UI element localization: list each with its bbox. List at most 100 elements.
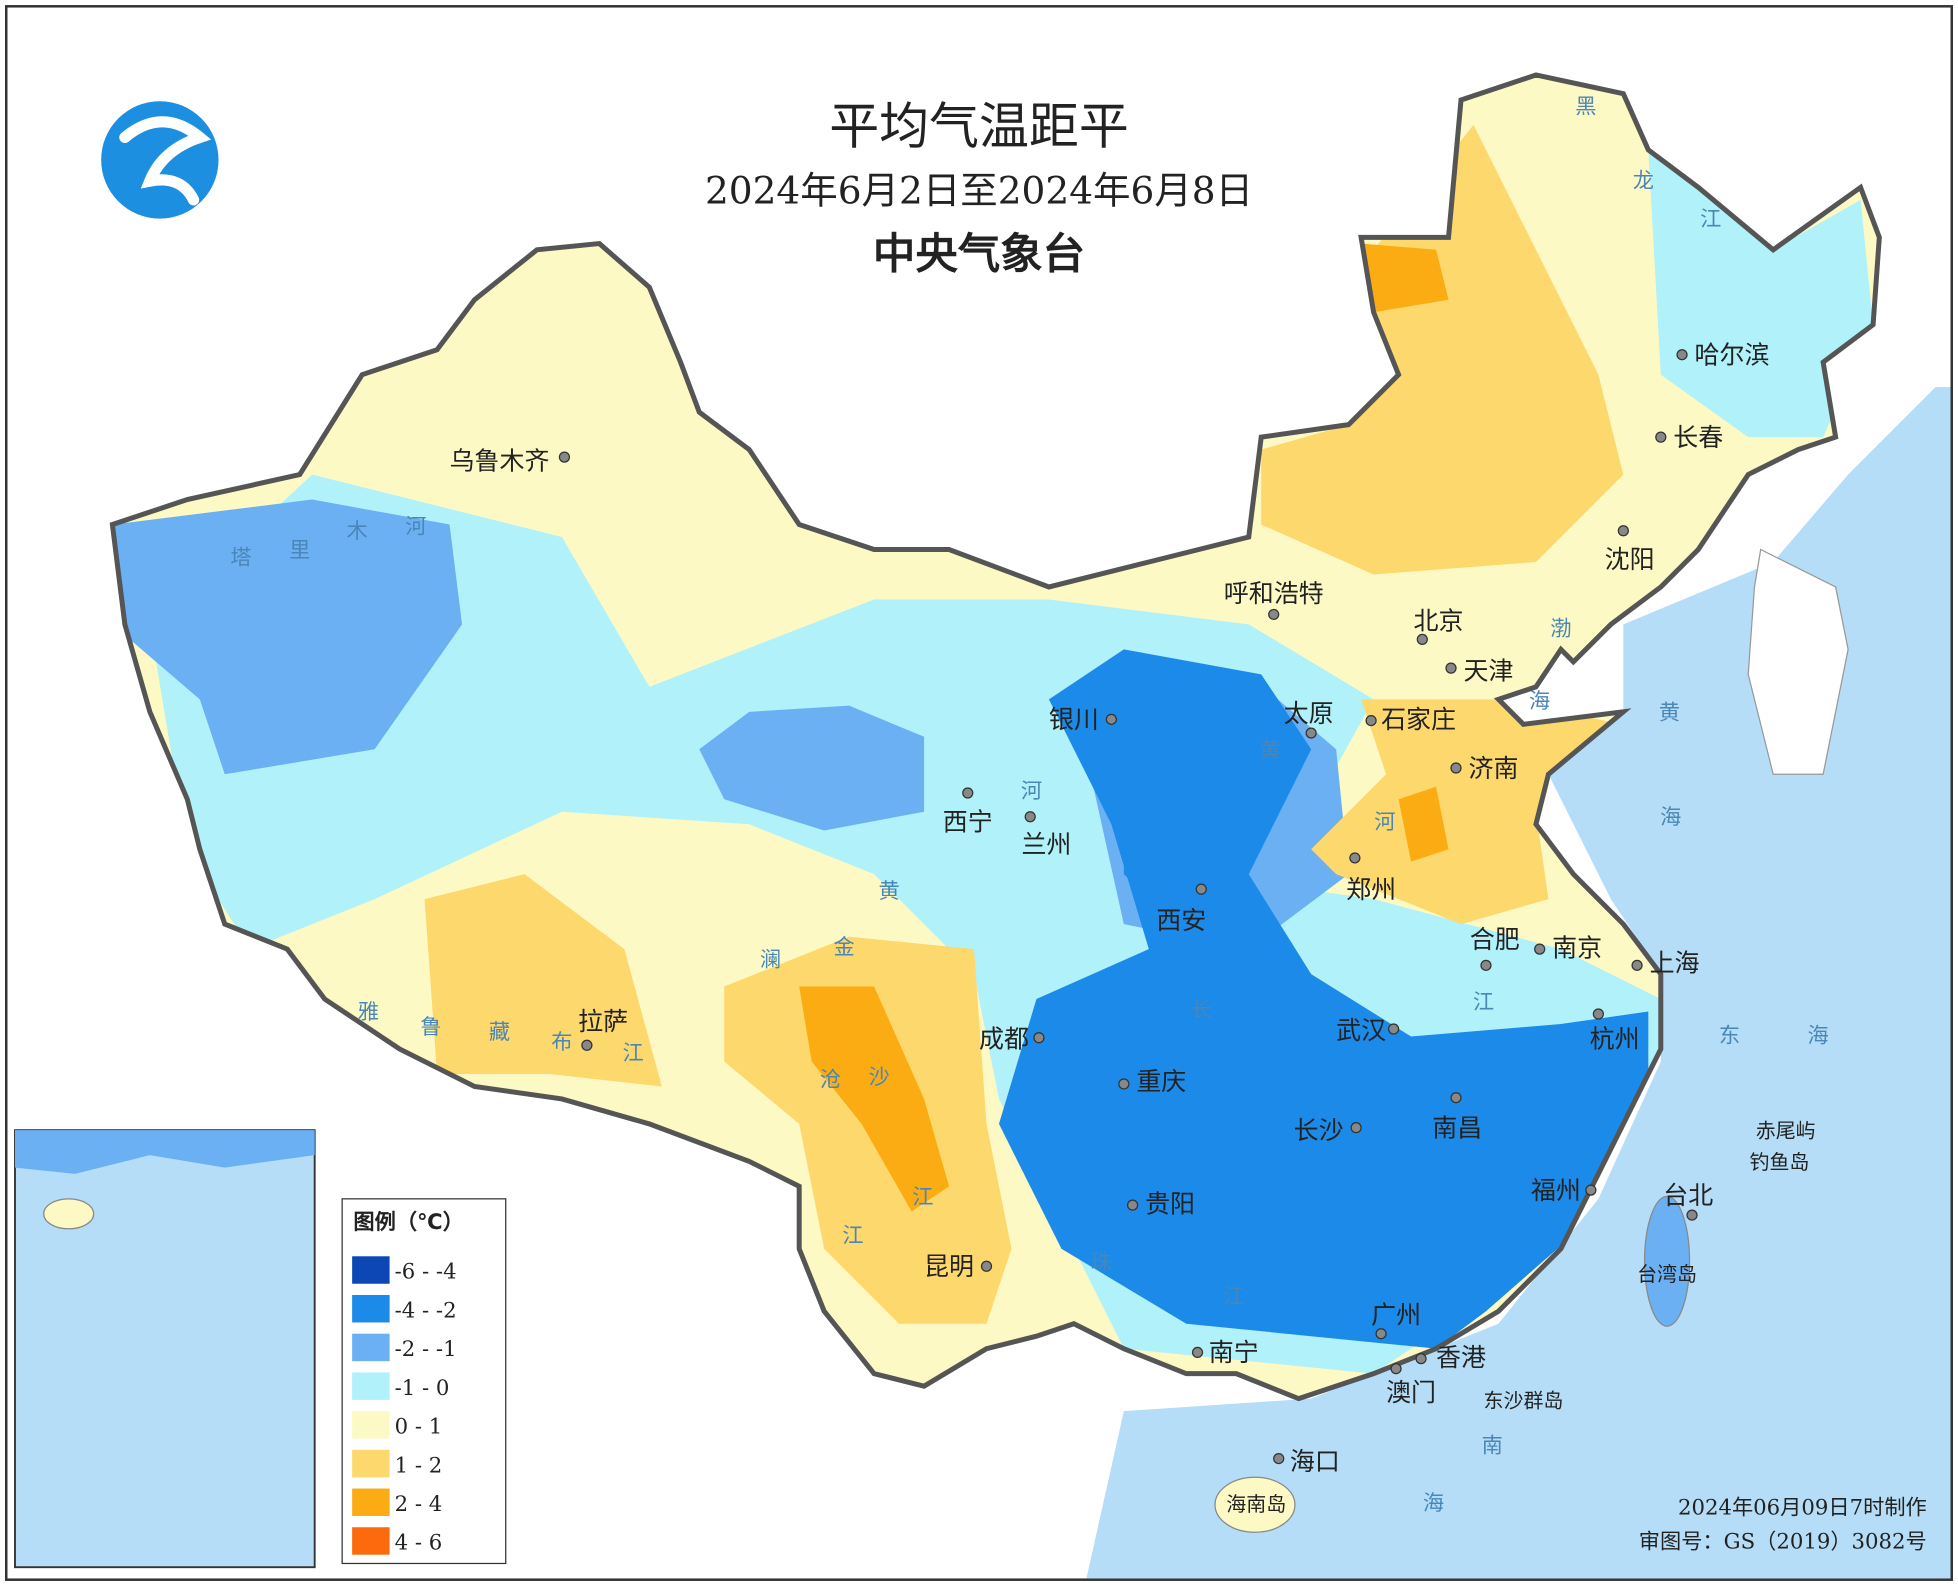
legend-swatch	[352, 1294, 390, 1323]
city-label: 北京	[1414, 606, 1464, 635]
water-label: 黄	[1659, 700, 1680, 725]
city-label: 成都	[979, 1025, 1029, 1054]
city-dot	[962, 787, 974, 799]
city-label: 台北	[1663, 1181, 1713, 1210]
logo-mark	[119, 116, 212, 206]
city-label: 香港	[1436, 1343, 1486, 1372]
water-label: 江	[842, 1224, 863, 1249]
city-label: 太原	[1284, 699, 1334, 728]
city-label: 合肥	[1470, 925, 1520, 954]
city-dot	[1033, 1032, 1045, 1044]
water-label: 黑	[1575, 95, 1596, 120]
water-label: 河	[1021, 779, 1042, 804]
city-dot	[1105, 713, 1117, 725]
legend-label: -2 - -1	[395, 1337, 457, 1362]
legend-label: 2 - 4	[395, 1492, 443, 1517]
water-label: 金	[834, 935, 855, 960]
water-label: 河	[405, 514, 426, 539]
legend-swatch	[352, 1449, 390, 1478]
city-label: 重庆	[1136, 1067, 1186, 1096]
city-label: 郑州	[1346, 875, 1396, 904]
agency: 中央气象台	[873, 231, 1085, 280]
water-label: 江	[912, 1185, 933, 1210]
china-border	[109, 72, 1882, 1402]
city-dot	[1305, 727, 1317, 739]
city-dot	[1387, 1023, 1400, 1035]
city-dot	[1375, 1328, 1387, 1340]
city-dot	[1676, 349, 1688, 361]
city-label: 乌鲁木齐	[450, 447, 550, 476]
city-label: 海口	[1290, 1447, 1340, 1476]
legend-label: -4 - -2	[395, 1298, 457, 1323]
city-label: 济南	[1469, 754, 1519, 783]
water-label: 渤	[1550, 617, 1571, 642]
city-label: 兰州	[1021, 830, 1071, 859]
anomaly-area	[1311, 699, 1624, 925]
anomaly-area	[799, 986, 950, 1212]
water-label: 珠	[1091, 1250, 1112, 1275]
inset-land	[14, 1130, 315, 1174]
sea	[1086, 387, 1951, 1579]
anomaly-area	[424, 874, 662, 1087]
taiwan-island	[1643, 1195, 1691, 1327]
water-label: 布	[551, 1030, 572, 1055]
legend-title: 图例（℃）	[353, 1210, 464, 1235]
city-label: 长春	[1673, 423, 1723, 452]
china-map	[109, 72, 1882, 1402]
city-dot	[980, 1260, 993, 1272]
water-label: 长	[1191, 998, 1212, 1023]
city-dot	[1416, 633, 1428, 646]
legend-swatch	[352, 1333, 390, 1362]
island-label: 台湾岛	[1637, 1262, 1697, 1286]
city-label: 杭州	[1590, 1025, 1640, 1054]
city-dot	[1686, 1209, 1698, 1221]
city-dot	[1415, 1353, 1427, 1365]
water-label: 黄	[878, 879, 899, 904]
anomaly-area	[1261, 124, 1624, 575]
city-label: 长沙	[1294, 1116, 1344, 1145]
city-dot	[558, 451, 571, 463]
city-dot	[1126, 1199, 1139, 1211]
anomaly-area	[1398, 786, 1449, 862]
water-label: 江	[1223, 1285, 1244, 1310]
city-label: 南京	[1552, 934, 1602, 963]
footer-approval: 审图号：GS（2019）3082号	[1639, 1529, 1927, 1554]
water-label: 海	[1660, 805, 1681, 830]
anomaly-area	[112, 499, 463, 775]
title: 平均气温距平	[829, 98, 1129, 156]
island-label: 海南岛	[1226, 1492, 1286, 1516]
city-label: 呼和浩特	[1224, 579, 1324, 608]
legend-label: -1 - 0	[395, 1376, 450, 1401]
city-dot	[1617, 525, 1629, 537]
city-label: 广州	[1371, 1301, 1421, 1330]
water-label: 龙	[1633, 168, 1654, 193]
inset-hainan	[43, 1198, 95, 1230]
water-label: 东	[1719, 1024, 1740, 1049]
city-dot	[1118, 1078, 1130, 1090]
city-label: 拉萨	[578, 1007, 628, 1036]
legend-label: -6 - -4	[395, 1260, 457, 1285]
water-label: 海	[1423, 1491, 1444, 1516]
legend-swatch	[352, 1372, 390, 1400]
city-dot	[1592, 1008, 1604, 1020]
city-label: 武汉	[1336, 1016, 1386, 1045]
island-label: 东沙群岛	[1484, 1388, 1564, 1412]
water-label: 江	[622, 1041, 643, 1066]
hainan-island	[1214, 1476, 1296, 1533]
water-label: 海	[1808, 1024, 1829, 1049]
city-dot	[1195, 883, 1207, 895]
island-label: 赤尾屿	[1756, 1119, 1816, 1143]
city-dot	[581, 1039, 593, 1051]
city-dot	[1268, 608, 1280, 621]
city-dot	[1585, 1184, 1597, 1196]
city-dot	[1024, 811, 1036, 823]
city-dot	[1273, 1452, 1285, 1465]
legend-label: 0 - 1	[395, 1415, 443, 1440]
city-dot	[1480, 959, 1492, 971]
water-label: 藏	[489, 1020, 510, 1045]
subtitle: 2024年6月2日至2024年6月8日	[705, 169, 1253, 213]
legend-swatch	[352, 1411, 390, 1439]
footer-made: 2024年06月09日7时制作	[1678, 1496, 1927, 1521]
city-dot	[1655, 431, 1667, 443]
